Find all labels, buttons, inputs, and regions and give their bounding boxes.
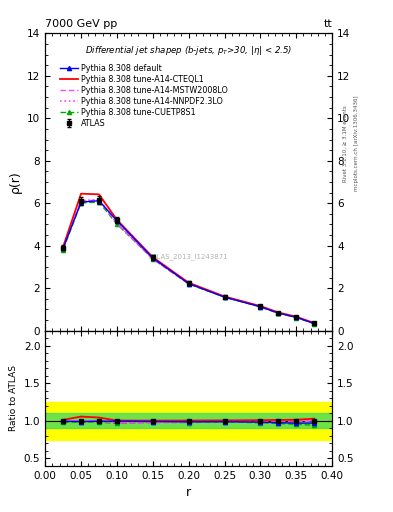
Pythia 8.308 tune-A14-CTEQL1: [294, 314, 299, 320]
Pythia 8.308 tune-A14-CTEQL1: [97, 191, 101, 198]
Pythia 8.308 default: [222, 294, 227, 300]
Pythia 8.308 tune-A14-MSTW2008LO: [258, 304, 263, 310]
Pythia 8.308 tune-A14-MSTW2008LO: [312, 320, 316, 326]
Pythia 8.308 tune-CUETP8S1: [276, 310, 281, 316]
Pythia 8.308 tune-A14-CTEQL1: [312, 320, 316, 326]
Pythia 8.308 tune-CUETP8S1: [79, 200, 83, 206]
Pythia 8.308 tune-A14-NNPDF2.3LO: [115, 219, 119, 225]
Text: ATLAS_2013_I1243871: ATLAS_2013_I1243871: [149, 253, 228, 260]
Pythia 8.308 default: [79, 199, 83, 205]
Pythia 8.308 default: [186, 281, 191, 287]
Pythia 8.308 tune-A14-CTEQL1: [186, 280, 191, 286]
Bar: [45, 402, 332, 440]
Pythia 8.308 tune-A14-MSTW2008LO: [61, 245, 66, 251]
Line: Pythia 8.308 tune-A14-MSTW2008LO: Pythia 8.308 tune-A14-MSTW2008LO: [63, 200, 314, 323]
Pythia 8.308 tune-A14-MSTW2008LO: [186, 281, 191, 287]
Text: 7000 GeV pp: 7000 GeV pp: [45, 19, 118, 29]
Pythia 8.308 tune-CUETP8S1: [294, 314, 299, 321]
Pythia 8.308 tune-A14-MSTW2008LO: [97, 197, 101, 203]
Legend: Pythia 8.308 default, Pythia 8.308 tune-A14-CTEQL1, Pythia 8.308 tune-A14-MSTW20: Pythia 8.308 default, Pythia 8.308 tune-…: [58, 61, 230, 130]
Pythia 8.308 tune-CUETP8S1: [115, 221, 119, 227]
Text: Rivet 3.1.10, ≥ 3.1M events: Rivet 3.1.10, ≥ 3.1M events: [343, 105, 348, 182]
Pythia 8.308 tune-A14-MSTW2008LO: [294, 314, 299, 320]
Pythia 8.308 tune-A14-NNPDF2.3LO: [222, 294, 227, 300]
Pythia 8.308 tune-A14-NNPDF2.3LO: [186, 280, 191, 286]
Pythia 8.308 default: [258, 304, 263, 310]
Line: Pythia 8.308 tune-A14-CTEQL1: Pythia 8.308 tune-A14-CTEQL1: [63, 194, 314, 323]
Pythia 8.308 default: [294, 314, 299, 321]
X-axis label: r: r: [186, 486, 191, 499]
Pythia 8.308 tune-A14-CTEQL1: [151, 254, 155, 260]
Y-axis label: Ratio to ATLAS: Ratio to ATLAS: [9, 366, 18, 431]
Pythia 8.308 tune-A14-NNPDF2.3LO: [97, 196, 101, 202]
Pythia 8.308 tune-A14-CTEQL1: [115, 217, 119, 223]
Pythia 8.308 tune-CUETP8S1: [151, 256, 155, 262]
Pythia 8.308 tune-A14-CTEQL1: [61, 244, 66, 250]
Pythia 8.308 tune-A14-NNPDF2.3LO: [294, 314, 299, 320]
Text: tt: tt: [323, 19, 332, 29]
Line: Pythia 8.308 tune-A14-NNPDF2.3LO: Pythia 8.308 tune-A14-NNPDF2.3LO: [63, 199, 314, 323]
Pythia 8.308 tune-A14-NNPDF2.3LO: [61, 245, 66, 251]
Y-axis label: ρ(r): ρ(r): [9, 170, 22, 194]
Pythia 8.308 tune-A14-NNPDF2.3LO: [276, 310, 281, 316]
Line: Pythia 8.308 default: Pythia 8.308 default: [61, 199, 316, 326]
Text: Differential jet shapep (b-jets, $p_T$>30, $|\eta|$ < 2.5): Differential jet shapep (b-jets, $p_T$>3…: [85, 44, 292, 57]
Pythia 8.308 tune-A14-NNPDF2.3LO: [312, 320, 316, 326]
Bar: [45, 413, 332, 429]
Pythia 8.308 tune-CUETP8S1: [61, 246, 66, 252]
Pythia 8.308 tune-A14-MSTW2008LO: [276, 310, 281, 316]
Pythia 8.308 tune-A14-NNPDF2.3LO: [151, 255, 155, 262]
Pythia 8.308 tune-A14-CTEQL1: [276, 309, 281, 315]
Pythia 8.308 tune-CUETP8S1: [222, 294, 227, 300]
Pythia 8.308 tune-A14-MSTW2008LO: [222, 294, 227, 300]
Pythia 8.308 tune-A14-MSTW2008LO: [151, 256, 155, 262]
Pythia 8.308 tune-A14-NNPDF2.3LO: [258, 303, 263, 309]
Pythia 8.308 tune-A14-CTEQL1: [79, 190, 83, 197]
Pythia 8.308 tune-A14-CTEQL1: [222, 293, 227, 300]
Pythia 8.308 tune-CUETP8S1: [97, 199, 101, 205]
Pythia 8.308 default: [312, 321, 316, 327]
Pythia 8.308 default: [151, 255, 155, 261]
Pythia 8.308 default: [276, 310, 281, 316]
Pythia 8.308 tune-A14-CTEQL1: [258, 303, 263, 309]
Text: mcplots.cern.ch [arXiv:1306.3436]: mcplots.cern.ch [arXiv:1306.3436]: [354, 96, 359, 191]
Line: Pythia 8.308 tune-CUETP8S1: Pythia 8.308 tune-CUETP8S1: [61, 200, 316, 326]
Pythia 8.308 default: [61, 245, 66, 251]
Pythia 8.308 tune-A14-MSTW2008LO: [115, 220, 119, 226]
Pythia 8.308 tune-A14-NNPDF2.3LO: [79, 198, 83, 204]
Pythia 8.308 default: [97, 198, 101, 204]
Pythia 8.308 tune-A14-MSTW2008LO: [79, 198, 83, 204]
Pythia 8.308 tune-CUETP8S1: [186, 281, 191, 287]
Pythia 8.308 tune-CUETP8S1: [258, 304, 263, 310]
Pythia 8.308 tune-CUETP8S1: [312, 321, 316, 327]
Pythia 8.308 default: [115, 218, 119, 224]
